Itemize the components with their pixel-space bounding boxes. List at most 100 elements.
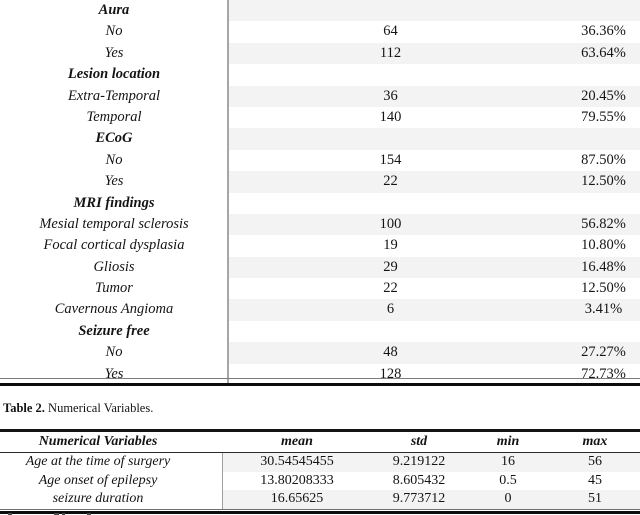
table-row-category: Lesion location <box>0 64 640 85</box>
table-row: Tumor 22 12.50% <box>0 278 640 299</box>
table2-caption: Table 2. Numerical Variables. <box>3 401 153 416</box>
percent-cell: 16.48% <box>581 258 626 275</box>
categorical-variables-table: Aura No 64 36.36% Yes 112 63.64% Lesion … <box>0 0 640 382</box>
percent-cell: 56.82% <box>581 215 626 232</box>
row-label: Aura <box>98 2 130 18</box>
count-cell: 22 <box>383 173 398 190</box>
table-row: Age onset of epilepsy 13.80208333 8.6054… <box>0 472 640 491</box>
row-label: Mesial temporal sclerosis <box>39 215 189 232</box>
table-row-category: ECoG <box>0 128 640 150</box>
row-values: 154 87.50% <box>228 150 640 171</box>
max-cell: 51 <box>588 491 602 507</box>
count-cell: 64 <box>383 23 398 40</box>
table2-header-rule <box>0 451 640 453</box>
clipped-text-fragment <box>54 513 59 515</box>
table-row: Cavernous Angioma 6 3.41% <box>0 299 640 321</box>
count-cell: 140 <box>379 108 402 125</box>
row-label: Temporal <box>86 108 142 125</box>
table-row: No 48 27.27% <box>0 342 640 364</box>
row-label: Tumor <box>95 280 133 297</box>
clipped-text-fragment <box>87 513 91 515</box>
table1-bottom-thin-rule <box>0 377 640 379</box>
table-row: seizure duration 16.65625 9.773712 0 51 <box>0 490 640 510</box>
min-cell: 0.5 <box>499 472 517 488</box>
percent-cell: 79.55% <box>581 108 626 125</box>
min-cell: 16 <box>501 453 515 469</box>
row-values <box>228 193 640 214</box>
min-cell: 0 <box>504 491 512 507</box>
row-values: 112 63.64% <box>228 42 640 65</box>
clipped-text-fragment <box>8 513 12 515</box>
row-values: 22 12.50% <box>228 171 640 193</box>
max-cell: 56 <box>588 453 602 469</box>
percent-cell: 63.64% <box>581 44 626 61</box>
percent-cell: 12.50% <box>581 280 626 297</box>
row-values: 100 56.82% <box>228 213 640 236</box>
row-label: ECoG <box>95 130 133 147</box>
row-label: No <box>105 151 123 168</box>
count-cell: 36 <box>383 87 398 104</box>
row-label: No <box>105 23 123 40</box>
row-values: 19 10.80% <box>228 235 640 256</box>
table-row-category: MRI findings <box>0 193 640 214</box>
count-cell: 112 <box>379 44 402 61</box>
count-cell: 154 <box>379 151 402 168</box>
header-cell: max <box>582 433 608 449</box>
table2-bottom-thick-rule <box>0 511 640 514</box>
row-label: Cavernous Angioma <box>54 301 174 318</box>
std-cell: 9.773712 <box>392 491 446 507</box>
table1-column-divider-line <box>227 0 229 385</box>
row-values: 29 16.48% <box>228 256 640 279</box>
row-values: 36 20.45% <box>228 85 640 107</box>
row-values: 48 27.27% <box>228 342 640 364</box>
table-row-category: Aura <box>0 0 640 22</box>
percent-cell: 87.50% <box>581 151 626 168</box>
table2-header-row: Numerical Variables mean std min max <box>0 432 640 452</box>
row-values: 13.80208333 8.605432 0.5 45 <box>222 472 640 491</box>
row-values: 140 79.55% <box>228 107 640 128</box>
row-label: Yes <box>104 44 124 61</box>
row-values: 64 36.36% <box>228 21 640 42</box>
header-cell: mean <box>281 433 313 449</box>
table-row: No 154 87.50% <box>0 150 640 171</box>
row-label: Age at the time of surgery <box>25 453 171 469</box>
header-cell: Numerical Variables <box>38 433 158 449</box>
row-values <box>228 64 640 85</box>
row-values: 22 12.50% <box>228 278 640 299</box>
caption-text: Numerical Variables. <box>44 401 154 415</box>
percent-cell: 36.36% <box>581 23 626 40</box>
count-cell: 22 <box>383 280 398 297</box>
std-cell: 8.605432 <box>392 472 446 488</box>
row-label: Gliosis <box>93 258 135 275</box>
percent-cell: 27.27% <box>581 344 626 361</box>
table-row: Age at the time of surgery 30.54545455 9… <box>0 452 640 472</box>
table-row: Temporal 140 79.55% <box>0 107 640 128</box>
row-label: Focal cortical dysplasia <box>43 237 185 254</box>
row-values: 30.54545455 9.219122 16 56 <box>222 452 640 472</box>
percent-cell: 10.80% <box>581 237 626 254</box>
row-label: No <box>105 344 123 361</box>
header-cell: min <box>496 433 520 449</box>
table-row: Yes 22 12.50% <box>0 171 640 193</box>
mean-cell: 30.54545455 <box>260 453 334 469</box>
row-label: Extra-Temporal <box>67 87 161 104</box>
row-label: MRI findings <box>73 194 155 211</box>
row-values: 16.65625 9.773712 0 51 <box>222 490 640 510</box>
table-row: Focal cortical dysplasia 19 10.80% <box>0 235 640 256</box>
row-values <box>228 128 640 150</box>
percent-cell: 20.45% <box>581 87 626 104</box>
table2-column-divider-line <box>222 452 224 510</box>
clipped-text-fragment <box>62 513 65 515</box>
row-values <box>228 321 640 342</box>
table-row: Yes 112 63.64% <box>0 42 640 65</box>
row-label: seizure duration <box>52 491 144 507</box>
row-label: Lesion location <box>67 66 161 83</box>
mean-cell: 13.80208333 <box>260 472 334 488</box>
caption-label: Table 2. <box>3 401 45 415</box>
row-label: Yes <box>104 173 124 190</box>
std-cell: 9.219122 <box>392 453 446 469</box>
numerical-variables-table: Age at the time of surgery 30.54545455 9… <box>0 452 640 510</box>
table-row: Extra-Temporal 36 20.45% <box>0 85 640 107</box>
row-label: Age onset of epilepsy <box>38 472 158 488</box>
